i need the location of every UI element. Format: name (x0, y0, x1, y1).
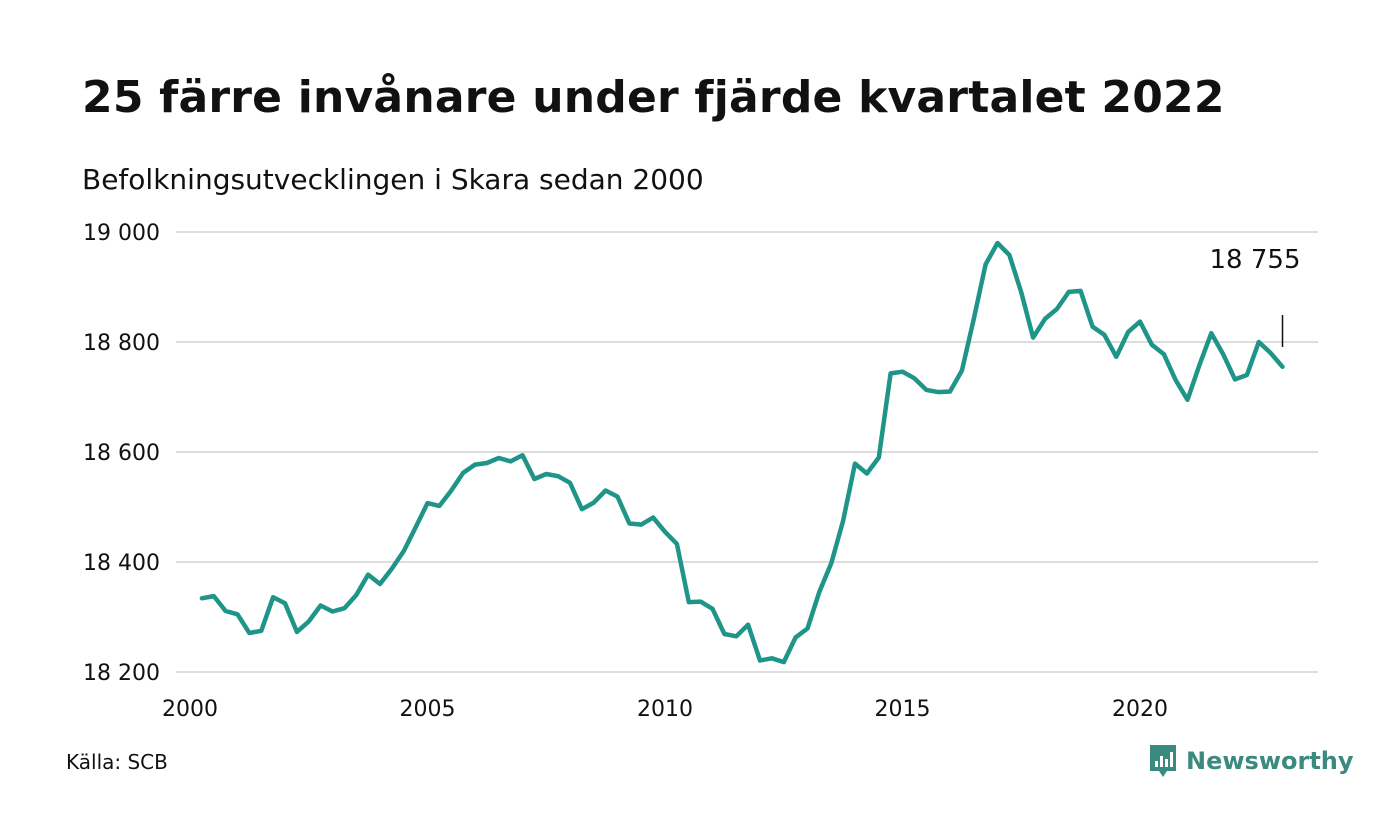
source-note: Källa: SCB (66, 750, 168, 774)
newsworthy-logo-icon (1150, 745, 1176, 777)
series-line (199, 240, 1285, 665)
x-tick-label: 2015 (875, 697, 931, 722)
y-tick-label: 18 600 (83, 441, 160, 466)
brand-logo[interactable]: Newsworthy (1148, 743, 1354, 779)
annotation-group: 18 755 (1210, 245, 1301, 347)
y-axis-ticks: 18 200 18 400 18 600 18 800 19 000 (83, 221, 160, 686)
x-tick-label: 2010 (637, 697, 693, 722)
y-tick-label: 18 200 (83, 661, 160, 686)
series-group (199, 240, 1285, 665)
y-tick-label: 18 400 (83, 551, 160, 576)
y-tick-label: 18 800 (83, 331, 160, 356)
annotation-label: 18 755 (1210, 245, 1301, 275)
gridlines (176, 231, 1318, 673)
chart-title: 25 färre invånare under fjärde kvartalet… (82, 72, 1225, 123)
x-tick-label: 2000 (162, 697, 218, 722)
y-tick-label: 19 000 (83, 221, 160, 246)
chart-subtitle: Befolkningsutvecklingen i Skara sedan 20… (82, 163, 704, 196)
x-tick-label: 2005 (400, 697, 456, 722)
x-tick-label: 2020 (1112, 697, 1168, 722)
x-axis-ticks: 2000 2005 2010 2015 2020 (162, 697, 1168, 722)
brand-name: Newsworthy (1186, 747, 1354, 775)
